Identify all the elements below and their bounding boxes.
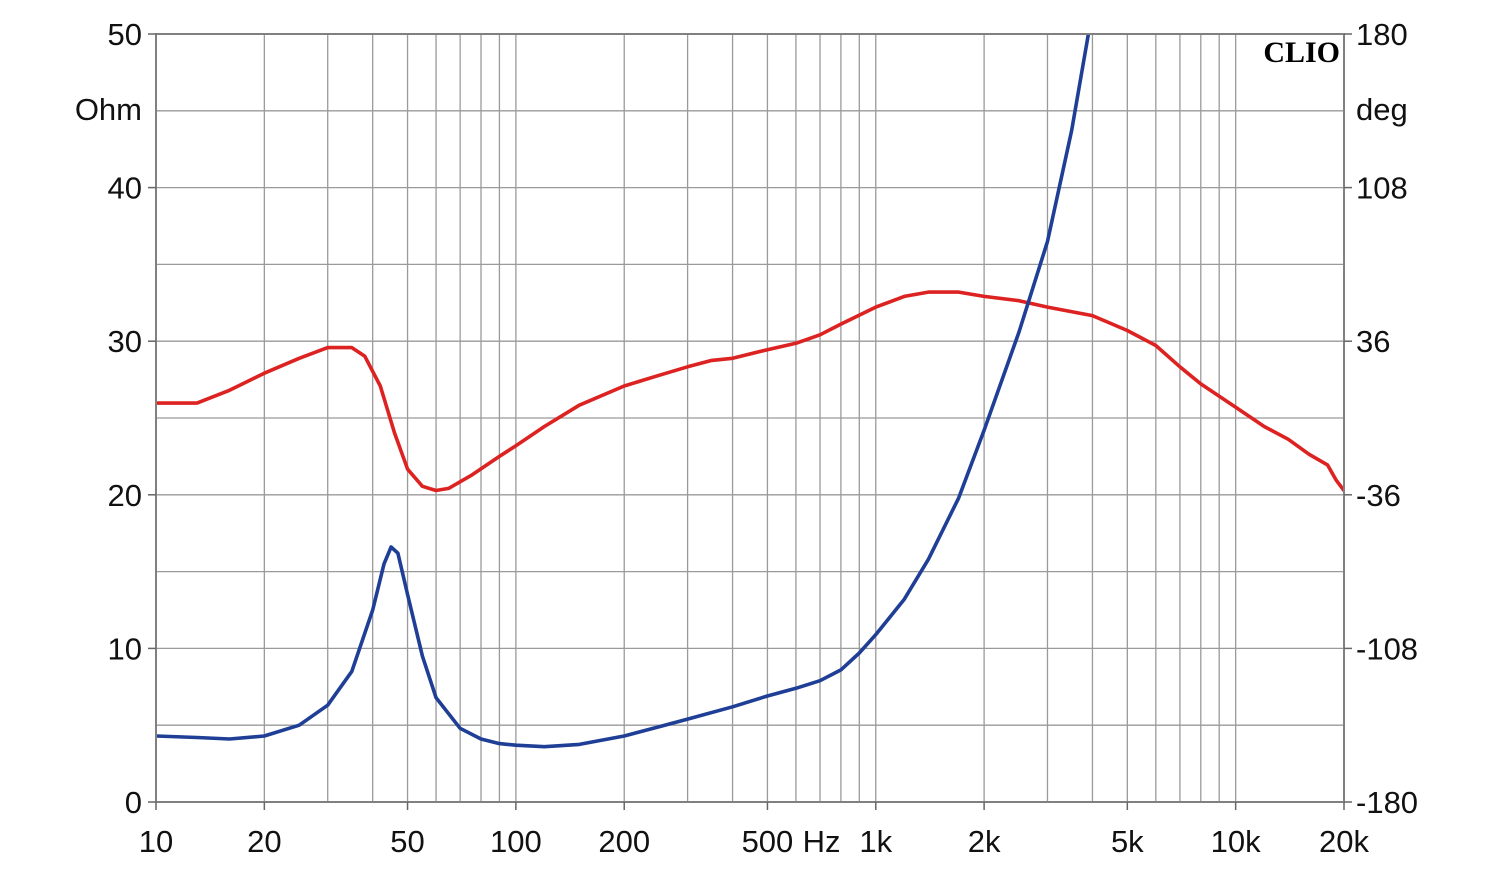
impedance-curve: [156, 34, 1091, 749]
y-tick-label: 40: [108, 171, 142, 206]
y2-tick-label: -36: [1356, 478, 1401, 513]
x-tick-label: 2k: [968, 824, 1001, 859]
x-tick-label: 1k: [859, 824, 892, 859]
y-tick-label: 10: [108, 631, 142, 666]
x-tick-label: 100: [490, 824, 542, 859]
phase-curve: [156, 290, 1344, 493]
y2-tick-label: -180: [1356, 785, 1418, 820]
y2-axis-unit: deg: [1356, 92, 1408, 127]
y-tick-label: 30: [108, 324, 142, 359]
y-tick-label: 50: [108, 17, 142, 52]
x-axis-unit: Hz: [803, 824, 841, 859]
y2-tick-label: 36: [1356, 324, 1390, 359]
x-tick-label: 5k: [1111, 824, 1144, 859]
series-layer: [156, 34, 1344, 749]
x-tick-label: 20: [247, 824, 281, 859]
x-tick-label: 50: [390, 824, 424, 859]
plot-frame: [155, 33, 1345, 803]
x-tick-label: 200: [598, 824, 650, 859]
x-tick-label: 500: [742, 824, 794, 859]
y-tick-label: 0: [125, 785, 142, 820]
brand-logo: CLIO: [1263, 36, 1340, 69]
grid-lines: [156, 34, 1344, 802]
y-tick-label: 20: [108, 478, 142, 513]
x-axis-labels: 10 20 50 100 200 500 1k 2k 5k 10k 20k Hz: [139, 824, 1370, 859]
x-tick-label: 20k: [1319, 824, 1369, 859]
axis-ticks: [148, 33, 1352, 810]
y2-tick-label: 108: [1356, 171, 1408, 206]
y-axis-unit: Ohm: [75, 92, 142, 127]
y2-axis-labels: -180 -108 -36 36 108 180: [1356, 17, 1418, 820]
y-axis-labels: 0 10 20 30 40 50: [108, 17, 142, 820]
y2-tick-label: -108: [1356, 631, 1418, 666]
y2-tick-label: 180: [1356, 17, 1408, 52]
x-tick-label: 10k: [1211, 824, 1261, 859]
x-tick-label: 10: [139, 824, 173, 859]
